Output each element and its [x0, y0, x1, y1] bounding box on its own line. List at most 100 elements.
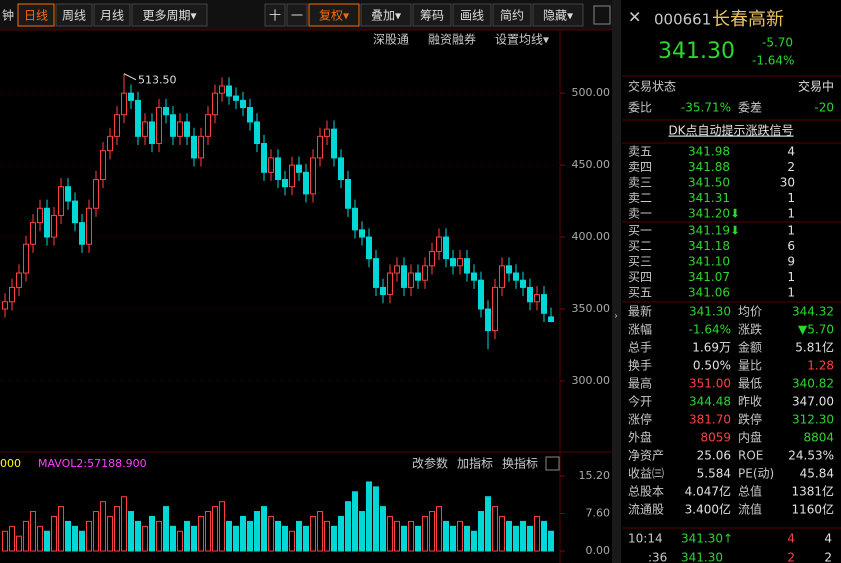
tab-label[interactable]: 日线: [24, 9, 48, 23]
candle-body: [471, 272, 477, 281]
candle-body: [114, 114, 120, 137]
close-indicator[interactable]: [545, 456, 560, 471]
volume-bar: [359, 511, 365, 552]
volume-bar: [324, 520, 330, 552]
candle-body: [275, 157, 281, 180]
volume-bar: [2, 530, 8, 552]
sub-link[interactable]: 设置均线▾: [495, 33, 549, 47]
splitter[interactable]: [612, 0, 621, 563]
tab-label[interactable]: 月线: [100, 9, 124, 23]
volume-bar: [51, 515, 57, 552]
tab-label[interactable]: 钟: [2, 8, 14, 23]
tool-label[interactable]: 简约: [500, 8, 524, 23]
sub-link[interactable]: 融资融券: [428, 32, 476, 47]
tool-button[interactable]: [452, 3, 492, 27]
volume-bar: [478, 511, 484, 552]
tab[interactable]: [17, 3, 55, 27]
volume-bar: [79, 530, 85, 552]
tool-button[interactable]: [308, 3, 360, 27]
candle-body: [149, 121, 155, 145]
candle-body: [352, 207, 358, 231]
tool-button[interactable]: [360, 3, 412, 27]
stat-label: 今开: [628, 394, 652, 409]
book-volume: 2: [787, 160, 795, 174]
tool-button[interactable]: [532, 3, 584, 27]
volume-bar: [268, 515, 274, 552]
y-tick-label: 300.00: [572, 374, 611, 387]
signal-link[interactable]: DK点自动提示涨跌信号: [668, 123, 793, 138]
indicator-action[interactable]: 换指标: [502, 456, 538, 471]
indicator-action[interactable]: 加指标: [457, 456, 493, 471]
tool-label[interactable]: 一: [291, 9, 303, 23]
tool-label[interactable]: 叠加▾: [371, 9, 401, 23]
volume-bar: [107, 515, 113, 552]
tab[interactable]: [93, 3, 131, 27]
stat-value: 24.53%: [788, 449, 834, 463]
change: -5.70: [762, 36, 793, 50]
volume-bar: [240, 515, 246, 552]
stat-label: 收益㈢: [628, 467, 664, 481]
volume-bar: [233, 525, 239, 552]
peak-label: 513.50: [138, 74, 177, 87]
candle-body: [51, 214, 57, 238]
fullscreen-icon[interactable]: [593, 5, 611, 25]
change-pct: -1.64%: [752, 54, 794, 68]
y-tick-label: 15.20: [579, 469, 611, 482]
volume-bar: [198, 515, 204, 552]
tool-button[interactable]: [264, 3, 286, 27]
candle-body: [506, 265, 512, 274]
sub-link[interactable]: 深股通: [373, 33, 409, 47]
volume-bar: [541, 520, 547, 552]
indicator-left: 000: [0, 457, 21, 470]
candle-body: [485, 308, 491, 332]
book-label: 卖五: [628, 145, 652, 159]
tool-button[interactable]: [412, 3, 452, 27]
tick-price: 341.30↑: [681, 532, 733, 546]
tab-label[interactable]: 周线: [62, 9, 86, 23]
tool-label[interactable]: 复权▾: [319, 9, 349, 23]
volume-bar: [261, 506, 267, 552]
book-price: 341.10: [688, 255, 730, 269]
book-label: 买二: [628, 239, 652, 253]
book-price: 341.31: [688, 191, 730, 205]
tick-time: :36: [648, 551, 667, 563]
last-price: 341.30: [658, 39, 735, 64]
candle-body: [156, 107, 162, 145]
tab[interactable]: [131, 3, 208, 27]
volume-bar: [149, 515, 155, 552]
tool-label[interactable]: 画线: [460, 9, 484, 23]
tool-button[interactable]: [492, 3, 532, 27]
volume-bar: [443, 520, 449, 552]
stat-label: 最新: [628, 304, 652, 319]
volume-bar: [415, 525, 421, 552]
tab[interactable]: [55, 3, 93, 27]
volume-bar: [30, 511, 36, 552]
candle-body: [513, 272, 519, 281]
indicator-action[interactable]: 改参数: [412, 456, 448, 471]
tool-label[interactable]: 十: [269, 9, 281, 23]
volume-bar: [205, 511, 211, 552]
status-value: 交易中: [798, 79, 834, 94]
tick-volume: 4: [787, 532, 795, 546]
stat-label: 总值: [738, 484, 762, 499]
tool-label[interactable]: 筹码: [420, 9, 444, 23]
candle-body: [408, 272, 414, 288]
candle-body: [394, 265, 400, 274]
volume-bar: [9, 525, 15, 552]
book-price: 341.19⬇: [688, 224, 740, 238]
stat-value: 8059: [700, 431, 731, 445]
book-label: 卖二: [628, 191, 652, 205]
book-volume: 1: [787, 286, 795, 300]
candle-body: [331, 128, 337, 159]
tool-label[interactable]: 隐藏▾: [543, 9, 573, 23]
tool-button[interactable]: [286, 3, 308, 27]
volume-bar: [450, 525, 456, 552]
candle-body: [457, 258, 463, 267]
volume-bar: [520, 520, 526, 552]
stat-value: 341.30: [689, 305, 731, 319]
volume-bar: [317, 511, 323, 552]
tab-label[interactable]: 更多周期▾: [142, 9, 196, 23]
candle-body: [23, 243, 29, 274]
candle-body: [422, 265, 428, 281]
close-icon[interactable]: ✕: [628, 8, 641, 27]
